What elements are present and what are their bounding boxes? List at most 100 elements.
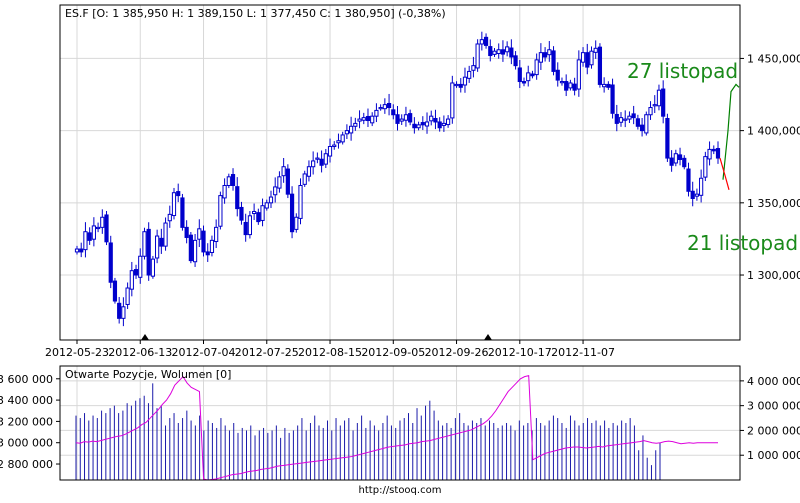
candle [483, 33, 489, 49]
candle [597, 43, 603, 88]
candle [79, 242, 84, 258]
open-interest-polyline [75, 374, 718, 481]
candle [87, 227, 92, 245]
candle [690, 181, 695, 207]
candle [534, 53, 539, 80]
price-markers [141, 334, 492, 340]
candle [294, 213, 299, 233]
candle [311, 151, 316, 175]
candle [133, 264, 139, 279]
candle [268, 190, 274, 209]
candle [74, 245, 80, 255]
candle [441, 115, 446, 132]
price-x-tick-label: 2012-09-26 [425, 346, 489, 359]
candle [163, 217, 168, 251]
candle [639, 117, 645, 137]
event-marker [484, 334, 492, 340]
price-y-tick-label: 1 350,000 [747, 197, 800, 210]
volume-left-tick-label: 3 000 000 [0, 437, 53, 450]
candle [150, 255, 156, 279]
candle [656, 84, 662, 111]
candle [91, 217, 96, 247]
candle [298, 178, 303, 225]
candle [391, 104, 396, 120]
volume-plot-frame [59, 365, 741, 481]
candle [125, 282, 130, 310]
candle [513, 51, 518, 70]
candle [618, 112, 624, 127]
candle [521, 77, 527, 87]
candle [606, 81, 611, 90]
candle [226, 173, 231, 189]
candle [121, 297, 126, 327]
candle [416, 121, 421, 131]
price-x-tick-label: 2012-09-05 [361, 346, 425, 359]
candle [386, 93, 392, 116]
candle [252, 203, 257, 221]
price-x-tick-label: 2012-07-04 [172, 346, 236, 359]
candle [403, 106, 409, 127]
candle [542, 47, 548, 62]
candle [492, 48, 497, 57]
candle [306, 160, 312, 182]
candle [205, 243, 210, 262]
candle [323, 148, 328, 169]
candle [332, 141, 337, 150]
candle [340, 131, 345, 145]
candle [222, 178, 227, 204]
candle [382, 98, 387, 114]
candle [142, 227, 147, 260]
candle [673, 149, 678, 167]
candle [669, 150, 674, 172]
candle [682, 155, 687, 170]
candle [572, 77, 577, 96]
candle [176, 183, 181, 203]
candle [412, 117, 417, 134]
candle [551, 46, 556, 76]
candle [336, 133, 341, 149]
candle [496, 43, 501, 59]
candle [315, 152, 320, 164]
candle [83, 222, 88, 258]
candle [395, 106, 400, 131]
candle [509, 39, 514, 65]
candle [188, 231, 193, 264]
candle [349, 116, 354, 141]
price-y-ticks: 1 300,000 1 350,000 1 400,000 1 450,000 [740, 52, 800, 282]
price-y-tick-label: 1 450,000 [747, 52, 800, 65]
candle [526, 65, 531, 87]
candle [117, 296, 122, 324]
candle [370, 112, 375, 127]
price-chart-title: ES.F [O: 1 385,950 H: 1 389,150 L: 1 377… [65, 7, 446, 20]
volume-left-tick-label: 3 200 000 [0, 415, 53, 428]
candle [593, 40, 598, 59]
candle [218, 191, 223, 230]
candle [197, 219, 202, 248]
candle [302, 170, 307, 187]
candle [568, 79, 573, 91]
price-candles [74, 31, 721, 327]
candle [319, 150, 324, 173]
candle [715, 141, 721, 164]
price-y-tick-label: 1 300,000 [747, 269, 800, 282]
price-x-ticks: 2012-05-23 2012-06-13 2012-07-04 2012-07-25… [45, 340, 615, 359]
candle [281, 157, 286, 183]
candle [614, 104, 619, 132]
price-x-tick-label: 2012-05-23 [45, 346, 109, 359]
candle [256, 208, 261, 225]
candle [146, 222, 151, 281]
open-interest-line [75, 374, 718, 481]
candle [243, 213, 248, 242]
candle [488, 39, 493, 62]
candle [230, 168, 236, 191]
source-footer[interactable]: http://stooq.com [358, 485, 442, 496]
candle [129, 261, 134, 297]
candle [214, 219, 219, 249]
candle [500, 40, 506, 62]
price-forecast [719, 83, 740, 190]
candle [446, 115, 451, 128]
candle [260, 198, 265, 227]
candle [589, 46, 594, 69]
candle [399, 114, 404, 125]
candle [547, 41, 552, 62]
